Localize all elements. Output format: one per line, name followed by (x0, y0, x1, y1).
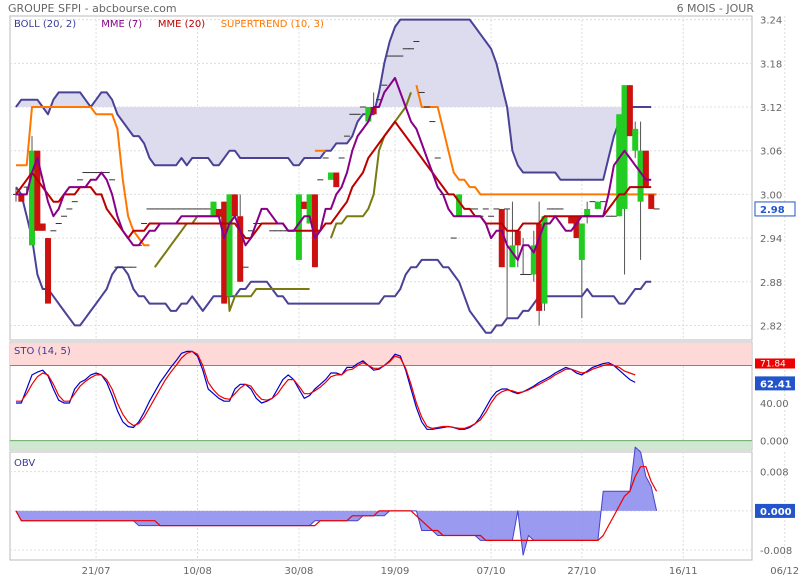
y-tick-label: 3.06 (760, 147, 782, 158)
candle-body (215, 208, 222, 217)
candle-body (34, 150, 41, 231)
current-price-badge (754, 201, 796, 217)
legend-item: SUPERTREND (10, 3) (221, 19, 324, 30)
obv-current-badge (755, 503, 795, 518)
candle-body (626, 85, 633, 137)
candle-body (221, 201, 228, 304)
y-tick-label: 2.88 (760, 278, 782, 289)
y-tick-label: 0.000 (760, 437, 789, 448)
sto-oversold-zone (10, 440, 751, 449)
y-tick-label: 3.00 (760, 190, 782, 201)
mme7-line (16, 76, 652, 261)
candle-body (231, 194, 238, 217)
candle-body (39, 223, 46, 231)
candle-body (514, 230, 521, 246)
candle-body (237, 216, 244, 282)
x-tick-label: 30/08 (285, 566, 314, 577)
y-tick-label: 3.18 (760, 59, 782, 70)
candle-body (637, 150, 644, 202)
sto-k-badge (755, 376, 795, 391)
y-tick-label: 40.00 (760, 399, 789, 410)
candle-body (536, 223, 543, 311)
obv-signal-line (15, 466, 658, 541)
chart-title: GROUPE SFPI - abcbourse.com (8, 2, 177, 15)
candle-body (509, 245, 516, 268)
panel-frame-1 (9, 15, 753, 341)
candle-body (621, 85, 628, 209)
legend-item: MME (7) (101, 19, 142, 30)
candle-body (594, 201, 601, 209)
legend-item: BOLL (20, 2) (14, 19, 76, 30)
x-tick-label: 19/09 (381, 566, 410, 577)
candle-body (226, 194, 233, 297)
candle-body (541, 216, 548, 304)
legend-item: STO (14, 5) (14, 346, 71, 357)
sto-d-line (16, 350, 636, 429)
sto-k-line (16, 350, 636, 430)
candle-body (530, 245, 537, 275)
current-price-label: 2.98 (760, 205, 785, 216)
sto-d-badge (755, 358, 795, 369)
x-tick-label: 16/11 (669, 566, 698, 577)
candle-body (616, 114, 623, 217)
x-tick-label: 21/07 (82, 566, 111, 577)
y-tick-label: 3.24 (760, 16, 782, 27)
candle-body (333, 172, 340, 188)
candle-body (365, 107, 372, 122)
chart-period: 6 MOIS - JOUR (676, 2, 754, 15)
x-tick-label: 10/08 (183, 566, 212, 577)
legend-item: OBV (14, 458, 35, 469)
candle-body (456, 194, 463, 217)
candle-body (498, 208, 505, 268)
candle-body (45, 238, 52, 304)
candle-body (306, 194, 313, 224)
y-tick-label: 3.12 (760, 103, 782, 114)
candle-body (568, 216, 575, 224)
candle-body (301, 201, 308, 209)
x-tick-label: 06/12 (770, 566, 799, 577)
candle-body (573, 216, 580, 239)
candle-body (648, 194, 655, 209)
candle-body (370, 107, 377, 115)
candle-body (584, 208, 591, 217)
y-tick-label: 2.82 (760, 321, 782, 332)
x-tick-label: 07/10 (477, 566, 506, 577)
candle-body (295, 194, 302, 260)
candle-body (29, 150, 36, 246)
candle-body (578, 223, 585, 260)
sto-k-value: 62.41 (760, 379, 792, 390)
x-tick-label: 27/10 (567, 566, 596, 577)
obv-area (16, 447, 657, 556)
candle-body (632, 128, 639, 151)
candle-body (210, 201, 217, 217)
candle-body (642, 150, 649, 188)
candle-body (18, 194, 25, 202)
bollinger-upper-line (15, 18, 652, 181)
obv-current-value: 0.000 (760, 507, 792, 518)
y-tick-label: -0.008 (760, 546, 792, 557)
legend-item: MME (20) (158, 19, 205, 30)
sto-d-value: 71.84 (760, 359, 786, 369)
sto-overbought-zone (10, 343, 751, 366)
y-tick-label: 0.008 (760, 468, 789, 479)
bollinger-band-area (16, 19, 652, 180)
candle-body (327, 172, 334, 180)
y-tick-label: 2.94 (760, 234, 782, 245)
